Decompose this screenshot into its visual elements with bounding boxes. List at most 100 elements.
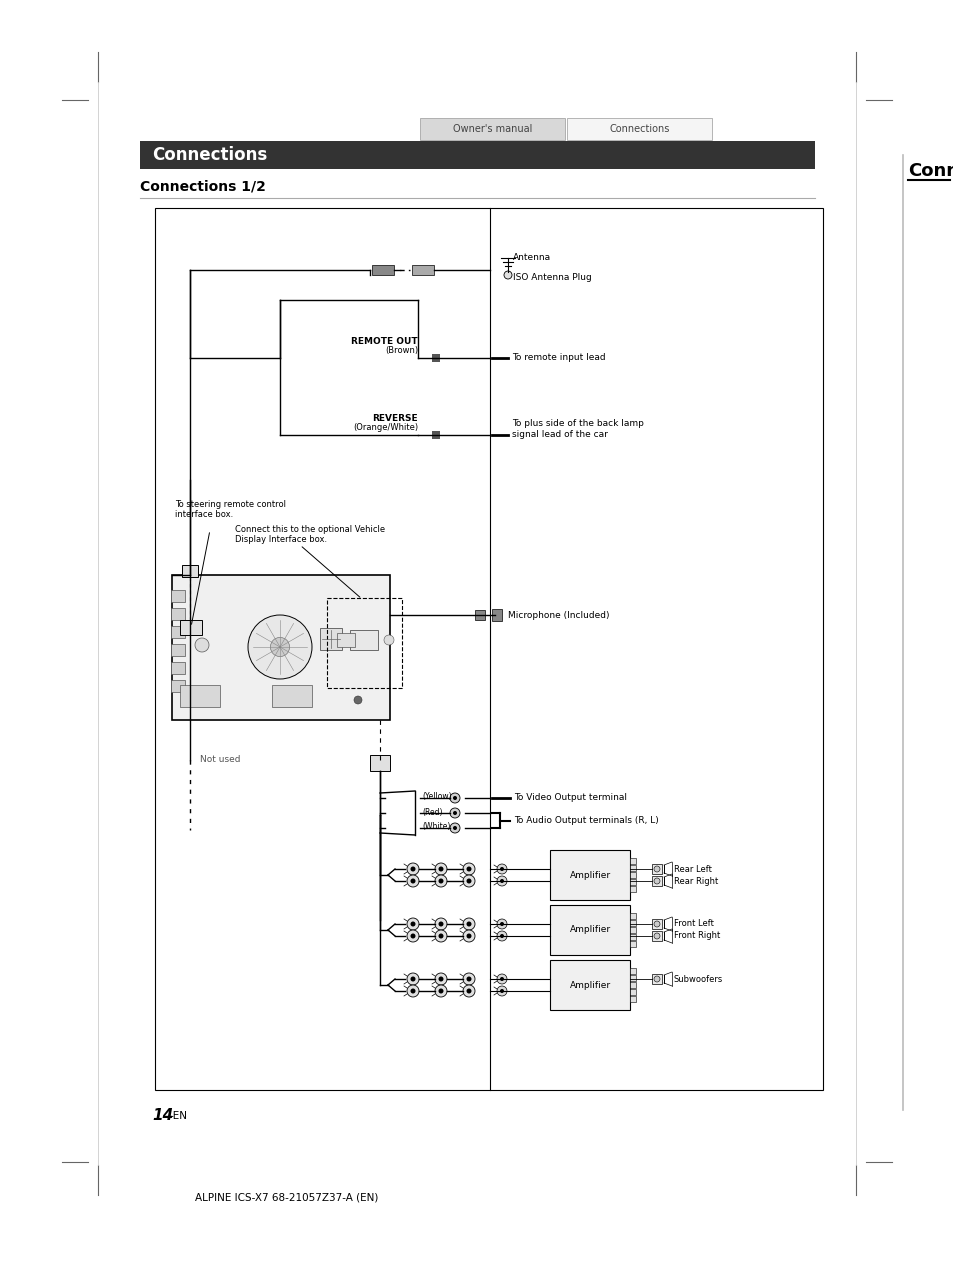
Circle shape bbox=[194, 638, 209, 652]
Circle shape bbox=[654, 866, 659, 873]
Text: Connections: Connections bbox=[609, 124, 669, 134]
Circle shape bbox=[410, 989, 416, 994]
Bar bbox=[154, 208, 822, 1090]
Bar bbox=[629, 989, 636, 995]
Bar bbox=[171, 680, 185, 692]
Circle shape bbox=[654, 878, 659, 884]
Bar bbox=[350, 630, 377, 649]
Bar bbox=[629, 873, 636, 878]
Circle shape bbox=[248, 615, 312, 678]
Circle shape bbox=[438, 989, 443, 994]
Bar bbox=[475, 610, 484, 620]
Circle shape bbox=[407, 863, 418, 875]
Text: Front Right: Front Right bbox=[673, 932, 720, 941]
Text: Amplifier: Amplifier bbox=[569, 981, 610, 990]
Circle shape bbox=[453, 811, 456, 815]
Bar bbox=[172, 575, 390, 720]
Circle shape bbox=[453, 826, 456, 830]
Circle shape bbox=[384, 636, 394, 644]
Circle shape bbox=[435, 863, 447, 875]
Bar bbox=[182, 565, 198, 578]
Bar bbox=[651, 931, 661, 941]
Bar bbox=[651, 919, 661, 929]
Bar bbox=[171, 590, 185, 601]
Text: (Red): (Red) bbox=[421, 807, 442, 817]
Text: Front Left: Front Left bbox=[673, 919, 713, 928]
Circle shape bbox=[407, 918, 418, 931]
Text: To steering remote control
interface box.: To steering remote control interface box… bbox=[174, 501, 286, 520]
Bar bbox=[629, 865, 636, 871]
Text: Amplifier: Amplifier bbox=[569, 870, 610, 879]
Text: To Audio Output terminals (R, L): To Audio Output terminals (R, L) bbox=[514, 816, 659, 825]
Circle shape bbox=[499, 989, 503, 992]
Circle shape bbox=[410, 879, 416, 884]
Circle shape bbox=[438, 879, 443, 884]
Circle shape bbox=[453, 796, 456, 799]
Bar bbox=[370, 755, 390, 770]
Bar bbox=[629, 996, 636, 1002]
Circle shape bbox=[497, 986, 506, 996]
Circle shape bbox=[654, 933, 659, 939]
Bar bbox=[171, 625, 185, 638]
Circle shape bbox=[466, 989, 471, 994]
Circle shape bbox=[435, 918, 447, 931]
Text: REMOTE OUT: REMOTE OUT bbox=[351, 337, 417, 346]
Text: (Yellow): (Yellow) bbox=[421, 792, 451, 802]
Circle shape bbox=[499, 868, 503, 871]
Text: To plus side of the back lamp
signal lead of the car: To plus side of the back lamp signal lea… bbox=[512, 420, 643, 439]
Bar bbox=[180, 685, 220, 707]
Circle shape bbox=[462, 918, 475, 931]
Text: Connections 1/2: Connections 1/2 bbox=[140, 180, 266, 194]
Circle shape bbox=[438, 922, 443, 927]
Bar bbox=[336, 633, 355, 647]
Text: Connect this to the optional Vehicle
Display Interface box.: Connect this to the optional Vehicle Dis… bbox=[234, 525, 385, 545]
Bar bbox=[629, 857, 636, 864]
Text: REVERSE: REVERSE bbox=[372, 414, 417, 422]
Text: (Brown): (Brown) bbox=[384, 346, 417, 356]
Circle shape bbox=[462, 875, 475, 886]
Bar bbox=[327, 598, 401, 689]
Circle shape bbox=[497, 876, 506, 886]
Circle shape bbox=[499, 977, 503, 981]
Bar bbox=[492, 609, 501, 620]
Text: ALPINE ICS-X7 68-21057Z37-A (EN): ALPINE ICS-X7 68-21057Z37-A (EN) bbox=[194, 1193, 378, 1203]
Bar bbox=[372, 265, 394, 275]
Bar bbox=[629, 879, 636, 885]
Circle shape bbox=[435, 985, 447, 997]
Text: Rear Right: Rear Right bbox=[673, 876, 718, 885]
Text: 14: 14 bbox=[152, 1108, 173, 1124]
Circle shape bbox=[410, 922, 416, 927]
Text: To Video Output terminal: To Video Output terminal bbox=[514, 793, 626, 802]
Bar bbox=[550, 850, 629, 900]
Circle shape bbox=[438, 976, 443, 981]
Text: Rear Left: Rear Left bbox=[673, 865, 711, 874]
Bar bbox=[171, 644, 185, 656]
Circle shape bbox=[466, 976, 471, 981]
Text: Not used: Not used bbox=[200, 755, 240, 764]
Circle shape bbox=[462, 931, 475, 942]
Bar bbox=[171, 608, 185, 620]
Bar bbox=[432, 431, 439, 439]
Circle shape bbox=[407, 931, 418, 942]
Text: ISO Antenna Plug: ISO Antenna Plug bbox=[513, 272, 591, 282]
Circle shape bbox=[466, 879, 471, 884]
Circle shape bbox=[410, 933, 416, 938]
Circle shape bbox=[654, 976, 659, 982]
Text: To remote input lead: To remote input lead bbox=[512, 353, 605, 362]
Circle shape bbox=[407, 985, 418, 997]
Bar bbox=[550, 960, 629, 1010]
Circle shape bbox=[499, 934, 503, 938]
Circle shape bbox=[462, 973, 475, 985]
Circle shape bbox=[270, 637, 290, 657]
Bar bbox=[180, 620, 202, 636]
Bar bbox=[566, 119, 711, 140]
Bar bbox=[629, 921, 636, 926]
Text: Connections: Connections bbox=[152, 146, 267, 164]
Bar bbox=[629, 975, 636, 981]
Bar bbox=[629, 927, 636, 933]
Bar bbox=[629, 968, 636, 973]
Circle shape bbox=[435, 973, 447, 985]
Circle shape bbox=[466, 866, 471, 871]
Circle shape bbox=[497, 973, 506, 984]
Text: Antenna: Antenna bbox=[513, 253, 551, 262]
